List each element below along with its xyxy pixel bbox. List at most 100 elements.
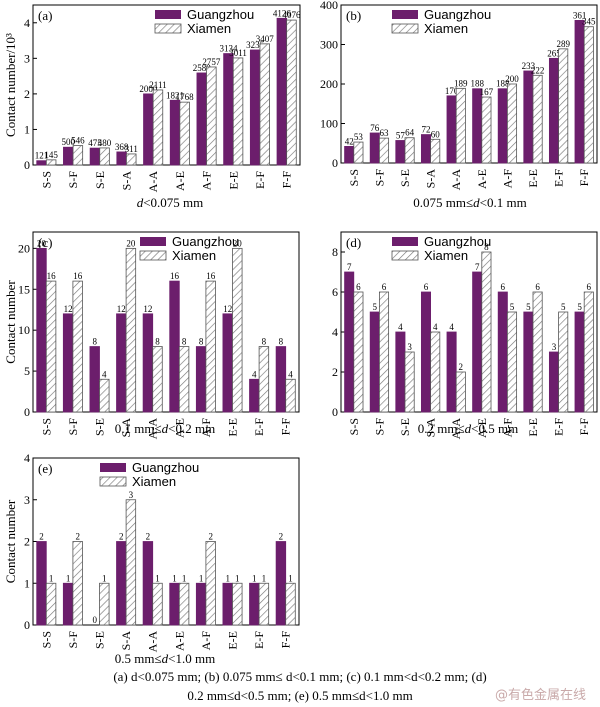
bar-xiamen — [206, 66, 217, 166]
bar-xiamen — [152, 346, 163, 413]
bar-guangzhou — [369, 311, 380, 413]
x-tick-label: S-A — [424, 418, 438, 438]
y-tick-label: 5 — [24, 364, 30, 378]
bar-guangzhou — [369, 132, 380, 164]
data-label: 1 — [102, 573, 107, 583]
y-tick-label: 4 — [24, 451, 30, 465]
bar-xiamen — [404, 351, 415, 413]
bar-xiamen — [45, 280, 57, 413]
y-tick-label: 0 — [24, 405, 30, 419]
y-tick-label: 300 — [320, 38, 338, 52]
x-tick-label: S-S — [39, 631, 53, 648]
data-label: 480 — [98, 138, 112, 148]
y-tick-label: 0 — [24, 158, 30, 172]
x-tick-label: F-F — [577, 418, 591, 436]
bar-xiamen — [259, 43, 270, 166]
x-tick-label: E-F — [552, 418, 566, 436]
bar-guangzhou — [523, 70, 534, 164]
bar-xiamen — [178, 346, 190, 413]
panel-label: (e) — [38, 461, 52, 476]
x-axis-label: d<0.075 mm — [137, 195, 204, 210]
bar-guangzhou — [420, 134, 432, 164]
data-label: 3235 — [246, 40, 265, 50]
bar-xiamen — [353, 291, 364, 413]
data-label: 8 — [92, 337, 97, 347]
data-label: 2 — [146, 532, 151, 542]
y-tick-label: 3 — [24, 51, 30, 65]
data-label: 1 — [288, 573, 293, 583]
bar-guangzhou — [169, 582, 180, 626]
x-tick-label: F-F — [279, 631, 293, 649]
data-label: 5 — [577, 302, 582, 312]
x-tick-label: A-F — [199, 631, 213, 651]
bar-guangzhou — [222, 582, 233, 626]
y-tick-label: 15 — [18, 282, 30, 296]
bar-xiamen — [558, 311, 569, 413]
x-tick-label: E-F — [253, 171, 267, 189]
data-label: 20 — [126, 238, 136, 248]
data-label: 4 — [449, 322, 454, 332]
x-tick-label: S-F — [372, 169, 386, 187]
y-tick-label: 8 — [332, 245, 338, 259]
x-axis-label: 0.2 mm≤d<0.5 mm — [418, 421, 518, 436]
data-label: 72 — [421, 125, 430, 135]
x-tick-label: A-F — [500, 169, 514, 189]
x-tick-label: A-A — [449, 169, 463, 191]
bar-xiamen — [558, 48, 569, 164]
data-label: 6 — [501, 282, 506, 292]
data-label: 7 — [475, 262, 480, 272]
legend-swatch-guangzhou — [100, 463, 126, 472]
data-label: 2 — [279, 532, 284, 542]
y-axis-label: Contact number — [3, 280, 18, 364]
chart-panel-4: 02468(d)S-S76S-F56S-E43S-A64A-A42A-E78A-… — [332, 231, 598, 439]
bar-guangzhou — [344, 146, 355, 164]
data-label: 1 — [182, 573, 187, 583]
x-tick-label: S-F — [66, 631, 80, 649]
bar-guangzhou — [142, 541, 154, 626]
x-tick-label: F-F — [577, 169, 591, 187]
y-tick-label: 0 — [24, 618, 30, 632]
y-tick-label: 400 — [320, 0, 338, 12]
data-label: 289 — [556, 39, 570, 49]
bar-xiamen — [72, 280, 83, 413]
bar-guangzhou — [249, 49, 261, 166]
y-axis-label: Contact number — [3, 499, 18, 583]
bar-guangzhou — [523, 311, 534, 413]
bar-xiamen — [152, 89, 164, 166]
bar-guangzhou — [169, 99, 181, 166]
bar-xiamen — [232, 57, 244, 166]
bar-guangzhou — [222, 313, 233, 413]
x-tick-label: E-F — [252, 631, 266, 649]
bar-guangzhou — [472, 88, 483, 164]
x-tick-label: F-F — [280, 171, 294, 189]
data-label: 6 — [587, 282, 592, 292]
bar-guangzhou — [497, 88, 508, 164]
data-label: 167 — [480, 87, 494, 97]
data-label: 546 — [71, 136, 85, 146]
data-label: 1 — [199, 573, 204, 583]
bar-xiamen — [455, 87, 466, 164]
x-tick-label: S-A — [119, 171, 133, 191]
bar-xiamen — [506, 311, 518, 413]
bar-guangzhou — [395, 140, 406, 164]
data-label: 188 — [470, 79, 484, 89]
data-label: 3 — [407, 342, 412, 352]
data-label: 2 — [75, 532, 80, 542]
legend-swatch-guangzhou — [155, 10, 181, 19]
bar-xiamen — [353, 141, 364, 164]
data-label: 170 — [445, 86, 459, 96]
data-label: 8 — [484, 242, 489, 252]
data-label: 20 — [233, 238, 243, 248]
bar-xiamen — [378, 291, 390, 413]
bar-xiamen — [99, 582, 110, 626]
legend-label-xiamen: Xiamen — [132, 474, 176, 489]
x-tick-label: E-E — [526, 418, 540, 437]
bar-xiamen — [430, 138, 441, 164]
bar-xiamen — [205, 541, 216, 626]
bar-guangzhou — [249, 582, 260, 626]
bar-guangzhou — [276, 17, 288, 166]
